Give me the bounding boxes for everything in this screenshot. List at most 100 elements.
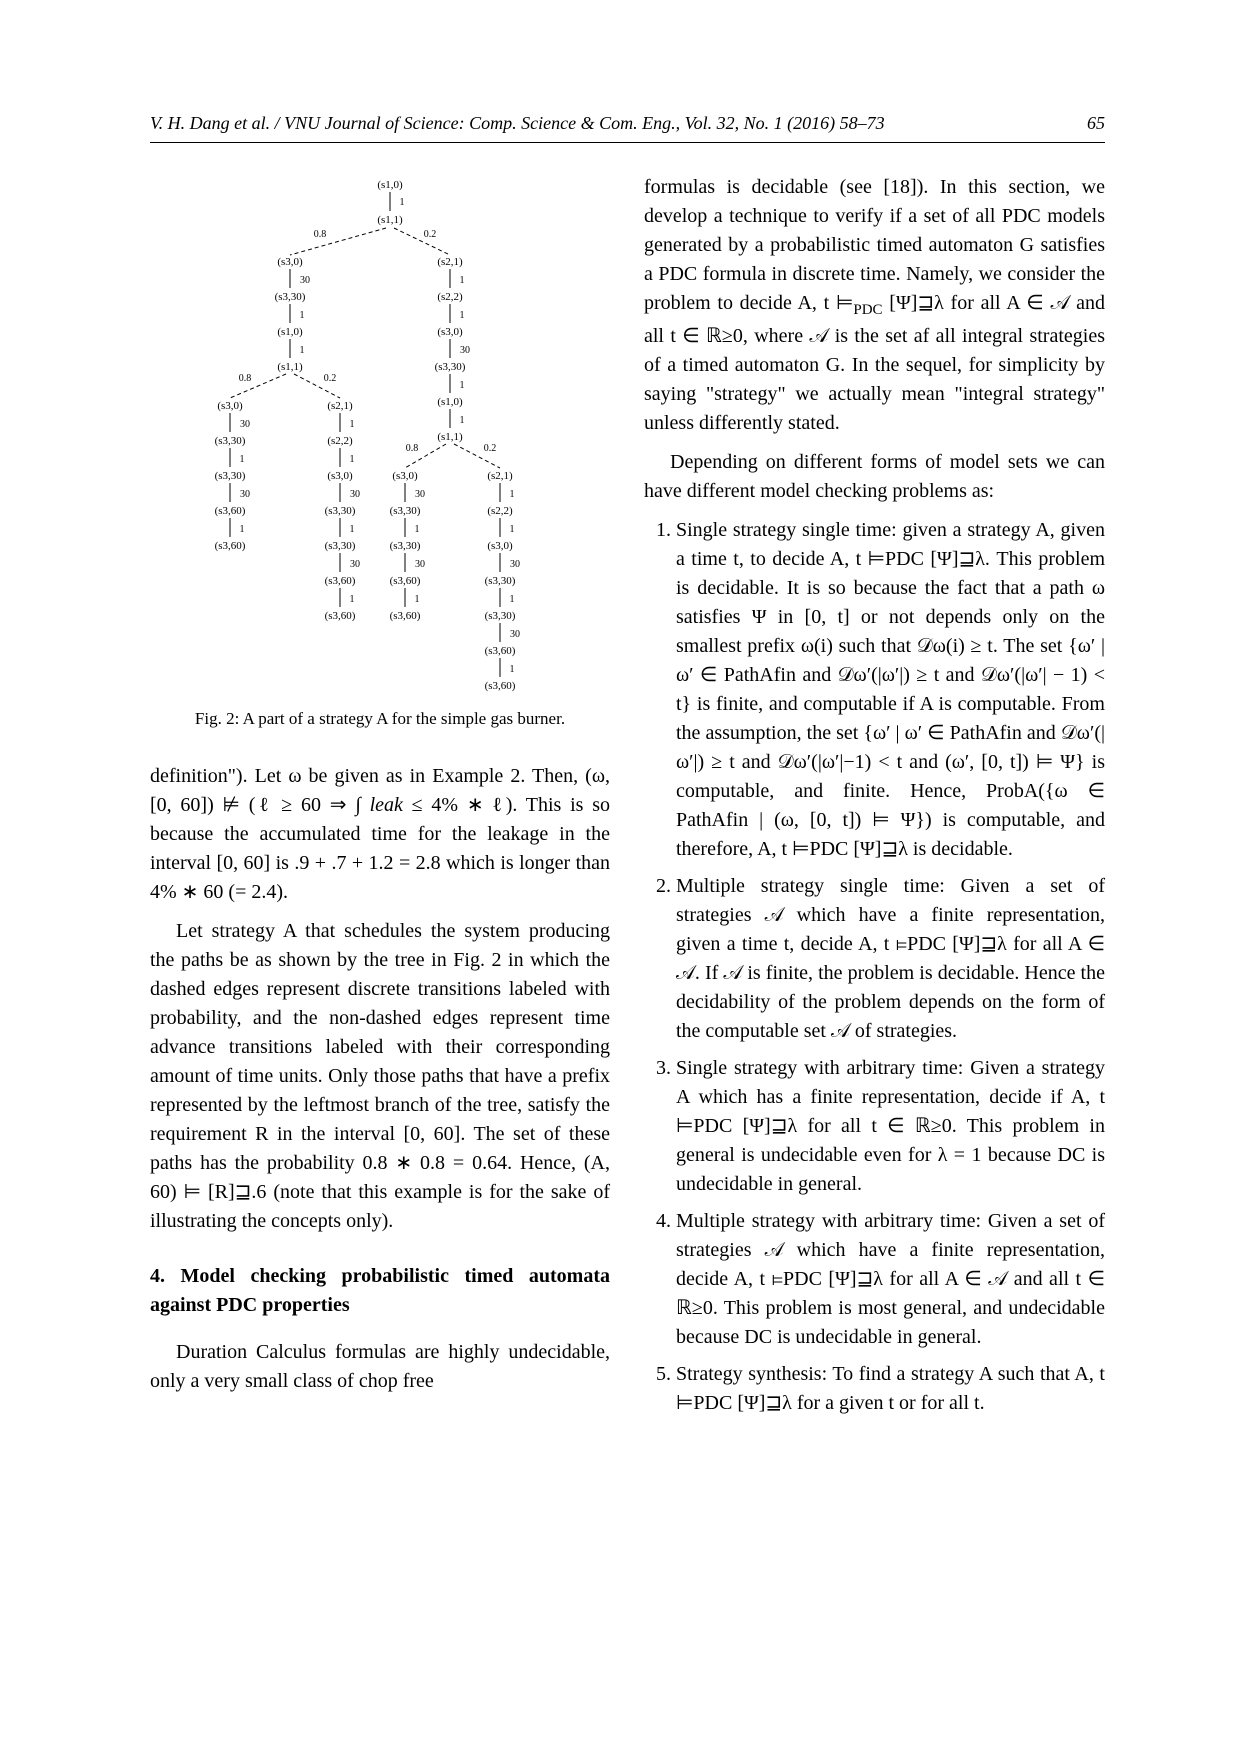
svg-text:30: 30 — [510, 559, 520, 570]
svg-text:(s3,0): (s3,0) — [217, 400, 243, 412]
text-frag: Duration Calculus formulas are highly un… — [150, 1341, 610, 1392]
svg-text:0.8: 0.8 — [314, 229, 327, 240]
svg-text:(s1,1): (s1,1) — [377, 214, 403, 226]
svg-text:(s3,60): (s3,60) — [485, 680, 516, 692]
left-column: .nd { font: 11px "Times New Roman"; text… — [150, 173, 610, 1426]
svg-text:1: 1 — [300, 345, 305, 356]
text-frag-sub: PDC — [853, 302, 882, 318]
list-text: Single strategy single time: given a str… — [676, 519, 1105, 860]
svg-text:0.2: 0.2 — [484, 443, 497, 454]
svg-text:1: 1 — [300, 310, 305, 321]
svg-text:(s3,30): (s3,30) — [325, 540, 356, 552]
svg-text:30: 30 — [350, 559, 360, 570]
svg-text:0.8: 0.8 — [406, 443, 419, 454]
svg-text:(s3,60): (s3,60) — [325, 610, 356, 622]
svg-text:(s3,30): (s3,30) — [275, 291, 306, 303]
list-text: Strategy synthesis: To find a strategy A… — [676, 1363, 1105, 1414]
svg-text:(s3,30): (s3,30) — [485, 610, 516, 622]
svg-text:(s3,0): (s3,0) — [392, 470, 418, 482]
svg-text:30: 30 — [240, 489, 250, 500]
strategy-tree-svg: .nd { font: 11px "Times New Roman"; text… — [190, 173, 570, 693]
svg-text:1: 1 — [460, 380, 465, 391]
svg-text:(s3,0): (s3,0) — [437, 326, 463, 338]
left-para-3: Duration Calculus formulas are highly un… — [150, 1338, 610, 1396]
section-heading: 4. Model checking probabilistic timed au… — [150, 1262, 610, 1320]
svg-text:(s3,60): (s3,60) — [390, 610, 421, 622]
text-frag: Let strategy A that schedules the system… — [150, 920, 610, 1232]
svg-text:(s3,30): (s3,30) — [435, 361, 466, 373]
svg-text:(s2,2): (s2,2) — [327, 435, 353, 447]
svg-text:(s2,2): (s2,2) — [437, 291, 463, 303]
header-citation: V. H. Dang et al. / VNU Journal of Scien… — [150, 110, 885, 136]
list-text: Multiple strategy with arbitrary time: G… — [676, 1210, 1105, 1348]
svg-text:1: 1 — [350, 594, 355, 605]
svg-text:1: 1 — [510, 489, 515, 500]
svg-text:(s3,30): (s3,30) — [390, 540, 421, 552]
svg-text:30: 30 — [460, 345, 470, 356]
problem-item-5: Strategy synthesis: To find a strategy A… — [676, 1360, 1105, 1418]
svg-text:(s2,2): (s2,2) — [487, 505, 513, 517]
svg-text:(s2,1): (s2,1) — [487, 470, 513, 482]
svg-text:30: 30 — [240, 419, 250, 430]
svg-text:(s1,1): (s1,1) — [277, 361, 303, 373]
svg-text:(s3,30): (s3,30) — [325, 505, 356, 517]
right-para-1: formulas is decidable (see [18]). In thi… — [644, 173, 1105, 438]
svg-text:1: 1 — [460, 310, 465, 321]
svg-text:1: 1 — [350, 524, 355, 535]
svg-text:(s3,0): (s3,0) — [277, 256, 303, 268]
svg-text:(s3,60): (s3,60) — [325, 575, 356, 587]
svg-text:30: 30 — [300, 275, 310, 286]
section-title-text: 4. Model checking probabilistic timed au… — [150, 1265, 610, 1316]
svg-text:(s3,30): (s3,30) — [215, 435, 246, 447]
svg-text:1: 1 — [415, 594, 420, 605]
list-text: Single strategy with arbitrary time: Giv… — [676, 1057, 1105, 1195]
svg-text:(s1,1): (s1,1) — [437, 431, 463, 443]
svg-text:1: 1 — [510, 594, 515, 605]
text-frag: Depending on different forms of model se… — [644, 451, 1105, 502]
svg-text:0.2: 0.2 — [324, 373, 337, 384]
svg-text:30: 30 — [415, 559, 425, 570]
problem-item-3: Single strategy with arbitrary time: Giv… — [676, 1054, 1105, 1199]
problem-item-1: Single strategy single time: given a str… — [676, 516, 1105, 864]
running-header: V. H. Dang et al. / VNU Journal of Scien… — [150, 110, 1105, 143]
svg-text:(s3,30): (s3,30) — [215, 470, 246, 482]
svg-text:(s1,0): (s1,0) — [377, 179, 403, 191]
svg-text:1: 1 — [510, 524, 515, 535]
problem-list: Single strategy single time: given a str… — [644, 516, 1105, 1418]
svg-text:(s2,1): (s2,1) — [327, 400, 353, 412]
problem-item-4: Multiple strategy with arbitrary time: G… — [676, 1207, 1105, 1352]
svg-text:1: 1 — [400, 197, 405, 208]
svg-text:30: 30 — [350, 489, 360, 500]
left-para-1: definition"). Let ω be given as in Examp… — [150, 762, 610, 907]
svg-text:1: 1 — [510, 664, 515, 675]
svg-text:1: 1 — [350, 419, 355, 430]
svg-text:0.2: 0.2 — [424, 229, 437, 240]
figure-caption-text: Fig. 2: A part of a strategy A for the s… — [195, 709, 565, 728]
svg-text:30: 30 — [415, 489, 425, 500]
svg-text:1: 1 — [350, 454, 355, 465]
svg-text:1: 1 — [460, 415, 465, 426]
svg-text:(s3,60): (s3,60) — [390, 575, 421, 587]
svg-text:1: 1 — [460, 275, 465, 286]
svg-text:(s3,0): (s3,0) — [487, 540, 513, 552]
header-page-number: 65 — [1087, 110, 1105, 136]
svg-text:(s3,30): (s3,30) — [485, 575, 516, 587]
svg-text:(s3,60): (s3,60) — [215, 505, 246, 517]
svg-text:(s3,60): (s3,60) — [485, 645, 516, 657]
svg-text:(s3,60): (s3,60) — [215, 540, 246, 552]
svg-text:0.8: 0.8 — [239, 373, 252, 384]
two-column-layout: .nd { font: 11px "Times New Roman"; text… — [150, 173, 1105, 1426]
figure-caption: Fig. 2: A part of a strategy A for the s… — [150, 707, 610, 732]
problem-item-2: Multiple strategy single time: Given a s… — [676, 872, 1105, 1046]
right-column: formulas is decidable (see [18]). In thi… — [644, 173, 1105, 1426]
svg-text:(s3,30): (s3,30) — [390, 505, 421, 517]
left-para-2: Let strategy A that schedules the system… — [150, 917, 610, 1236]
svg-text:(s1,0): (s1,0) — [277, 326, 303, 338]
text-frag-italic: leak — [370, 794, 403, 816]
svg-text:(s2,1): (s2,1) — [437, 256, 463, 268]
figure-2: .nd { font: 11px "Times New Roman"; text… — [150, 173, 610, 732]
right-para-2: Depending on different forms of model se… — [644, 448, 1105, 506]
svg-text:1: 1 — [240, 524, 245, 535]
svg-text:30: 30 — [510, 629, 520, 640]
svg-text:(s3,0): (s3,0) — [327, 470, 353, 482]
